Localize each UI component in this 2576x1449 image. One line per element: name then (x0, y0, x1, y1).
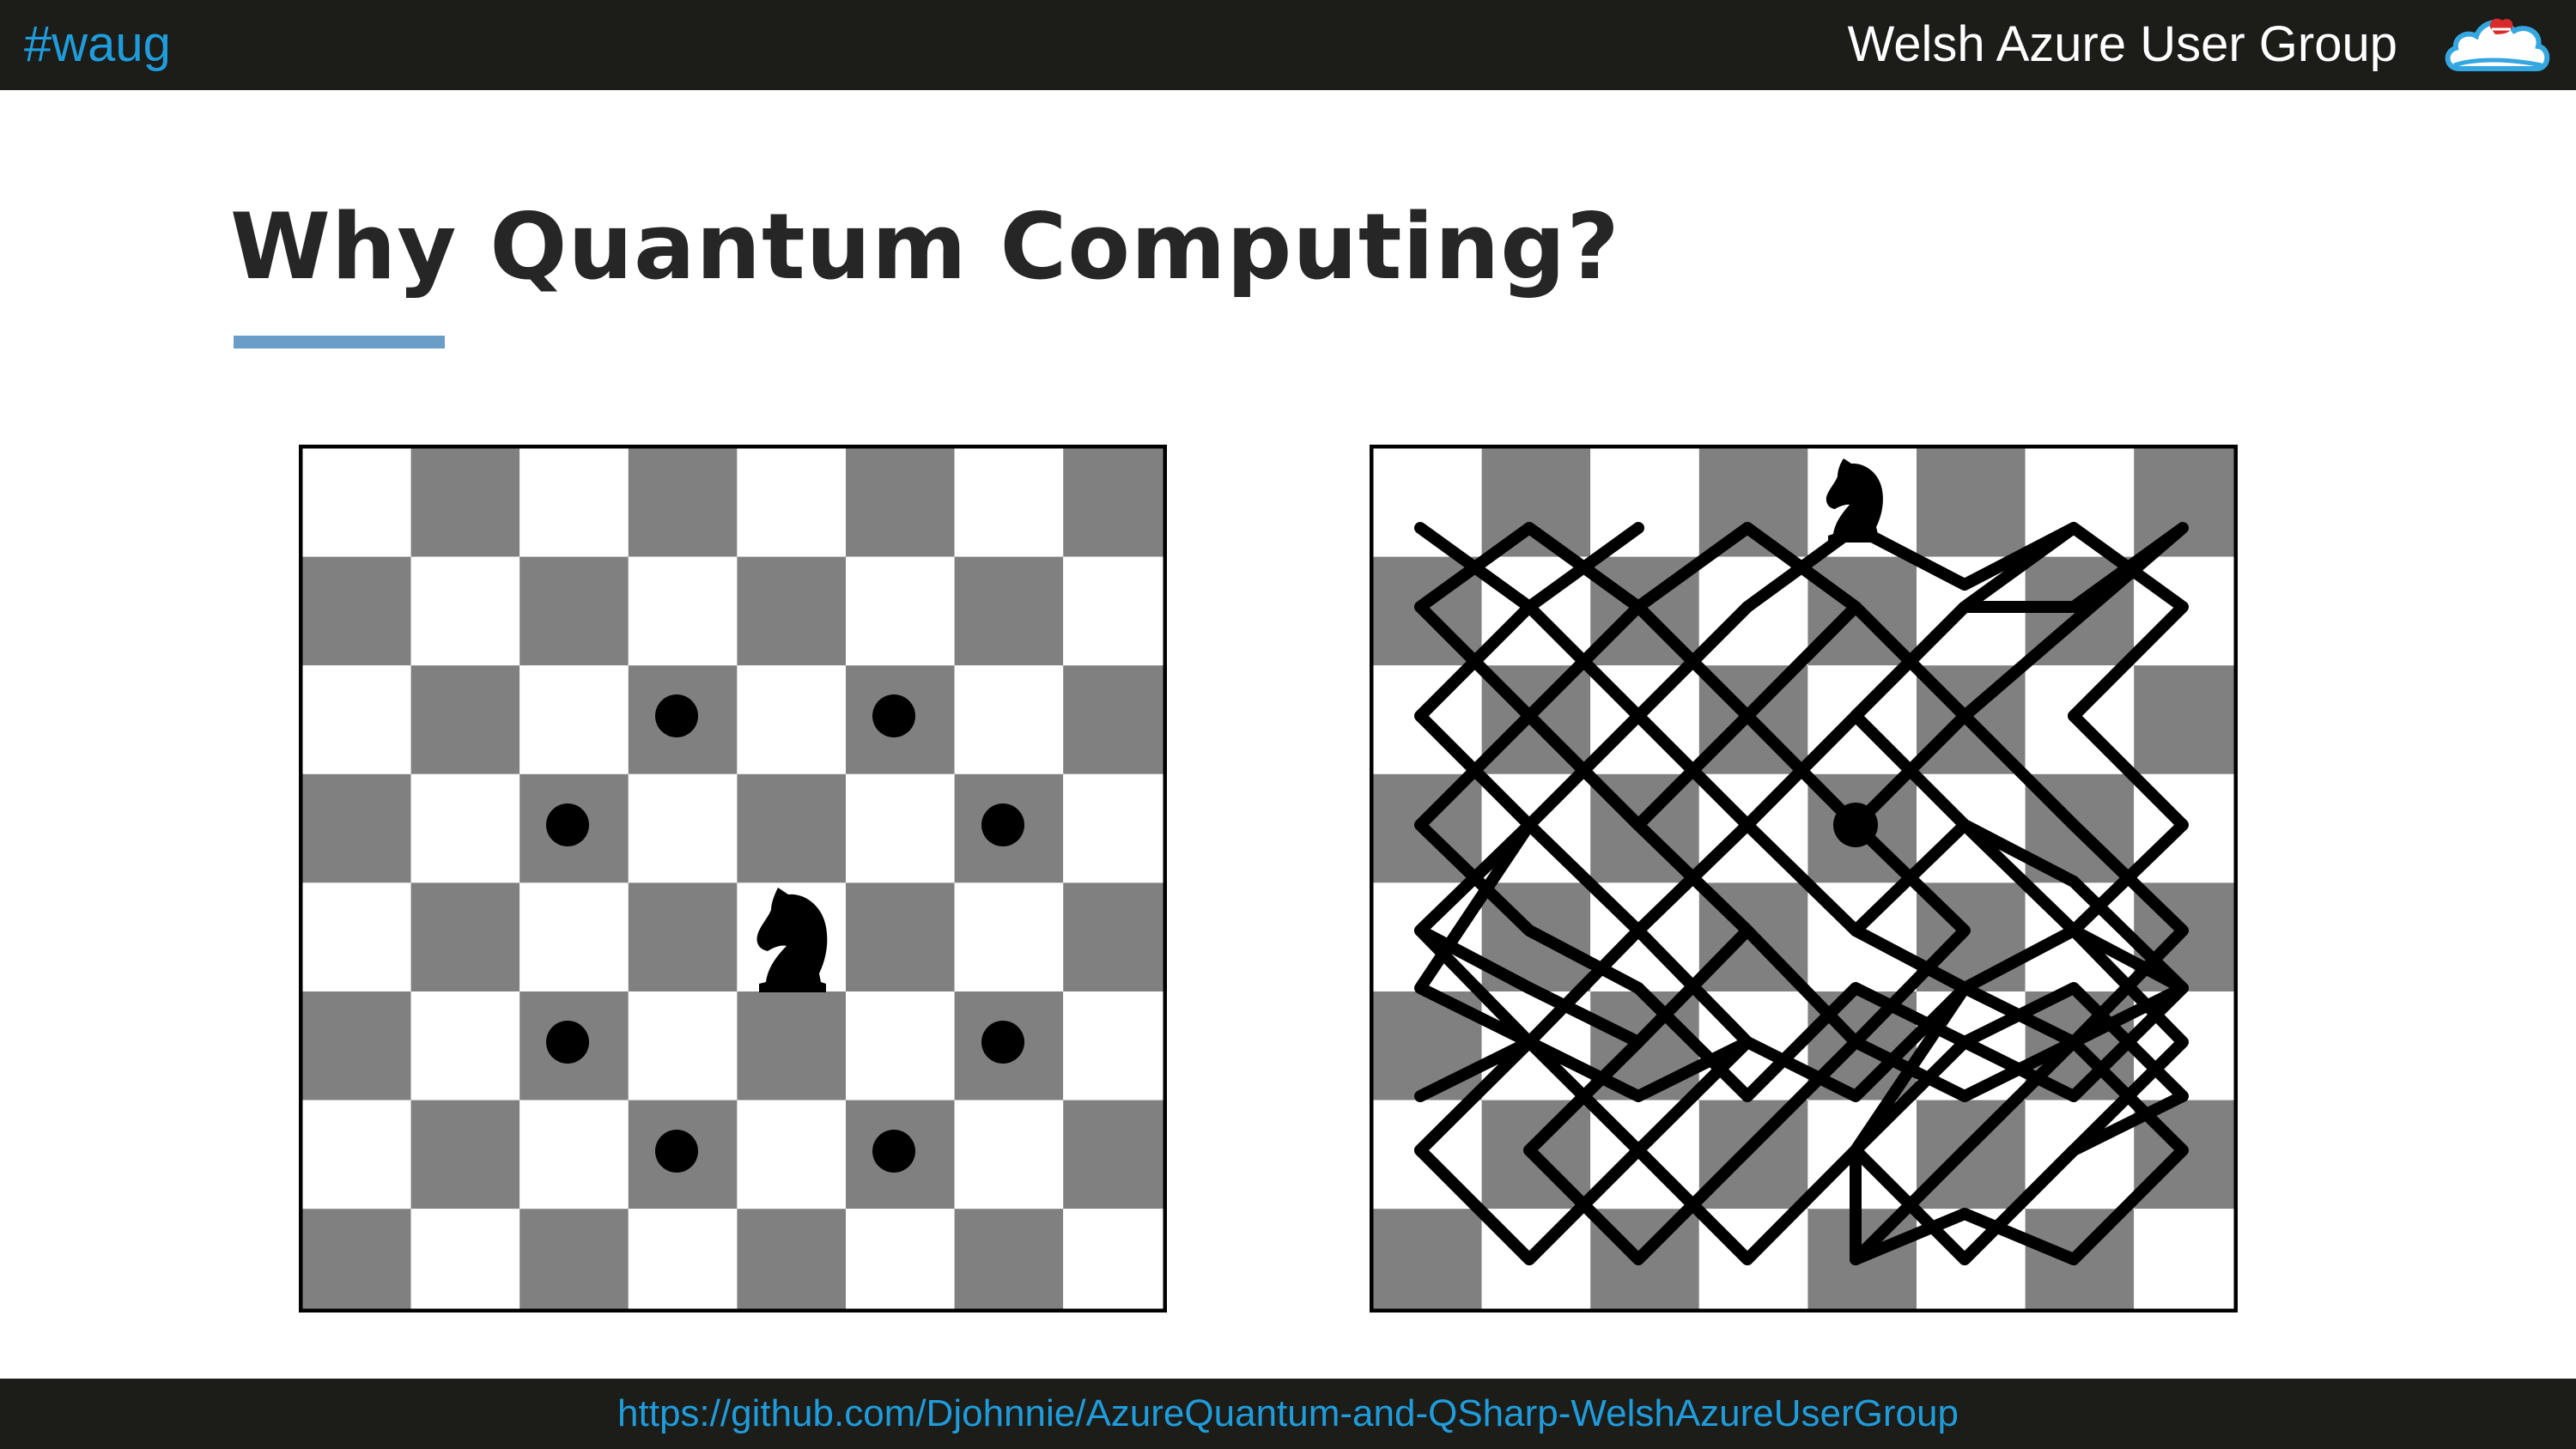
knight-icon (1826, 458, 1883, 543)
move-target-dot (872, 694, 915, 737)
move-target-dot (546, 1021, 589, 1064)
move-target-dots (546, 694, 1024, 1173)
group-name-label: Welsh Azure User Group (1847, 16, 2397, 72)
knights-tour-path (1414, 522, 2189, 1265)
chessboard-knight-moves (299, 445, 1167, 1313)
move-target-dot (981, 803, 1024, 846)
move-target-dot (546, 803, 589, 846)
bottom-bar (0, 1379, 2576, 1449)
move-target-dot (655, 694, 698, 737)
board-squares (302, 448, 1163, 1309)
github-link[interactable]: https://github.com/Djohnnie/AzureQuantum… (617, 1392, 1959, 1434)
board-border (299, 445, 1167, 1313)
board-border (1370, 445, 2238, 1313)
knight-icon (756, 888, 828, 992)
title-underline (234, 336, 445, 349)
tour-end-dot (1833, 803, 1878, 847)
move-target-dot (981, 1021, 1024, 1064)
cloud-logo-icon (2445, 18, 2550, 71)
move-target-dot (655, 1130, 698, 1173)
chessboard-knights-tour (1370, 445, 2238, 1313)
top-bar: #waug Welsh Azure User Group (0, 0, 2576, 90)
slide-title: Why Quantum Computing? (230, 194, 1620, 300)
hashtag-label: #waug (24, 16, 171, 72)
move-target-dot (872, 1130, 915, 1173)
